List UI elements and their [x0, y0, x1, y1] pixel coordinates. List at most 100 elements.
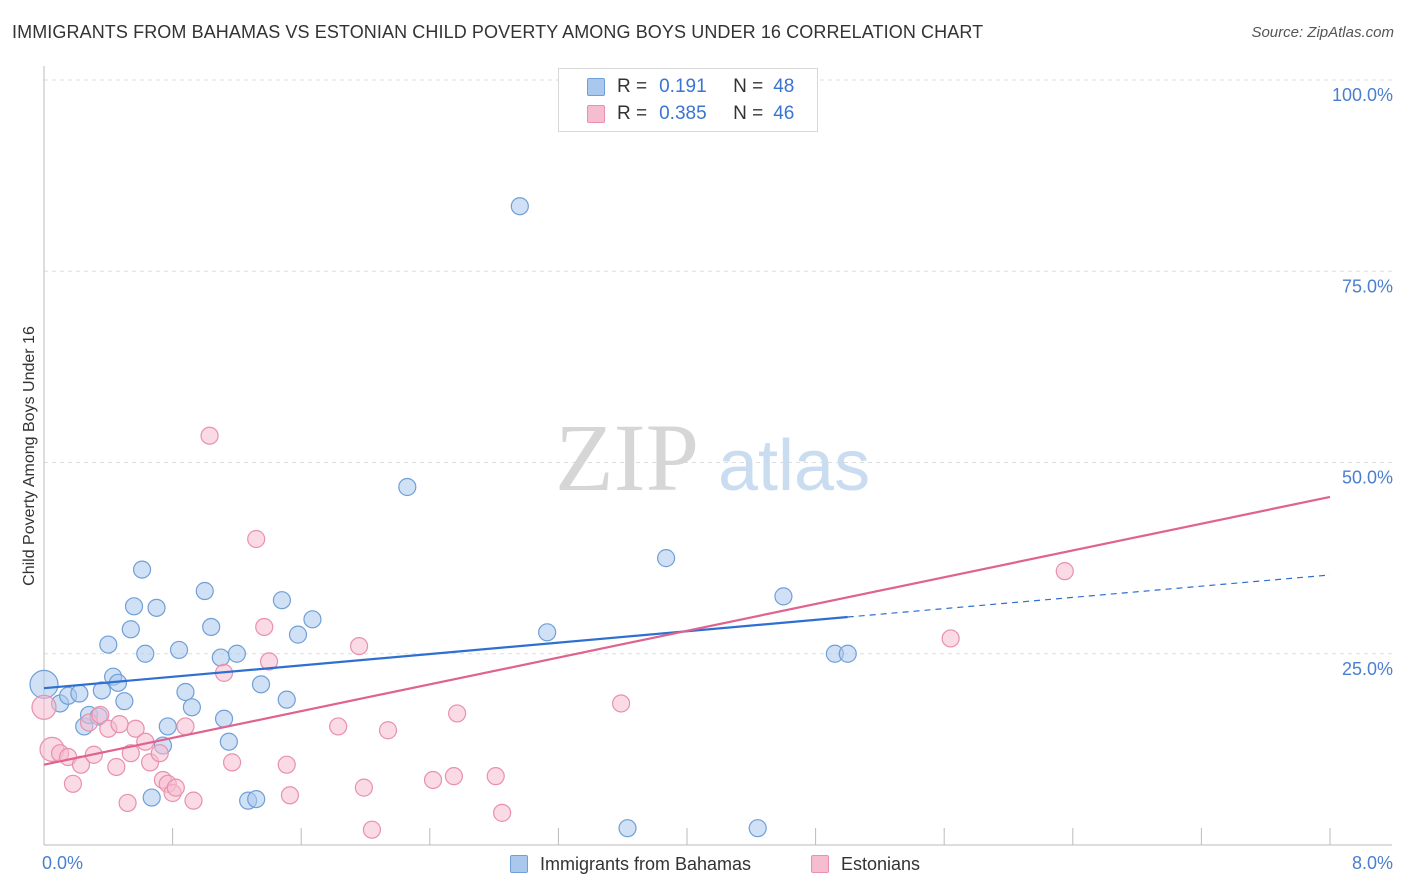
point-estonians [222, 753, 242, 772]
point-estonians [91, 705, 110, 725]
point-bahamas [115, 692, 134, 711]
swatch-bahamas [587, 78, 605, 96]
point-bahamas [227, 644, 246, 663]
stats-row-bahamas: R = 0.191 N = 48 [587, 74, 794, 100]
legend-label-estonians: Estonians [841, 853, 921, 874]
n-label: N = [733, 76, 764, 97]
point-estonians [107, 757, 126, 777]
watermark-zip: ZIP [555, 404, 699, 511]
n-value: 46 [773, 103, 795, 124]
y-tick-label: 50.0% [1342, 468, 1393, 488]
point-bahamas [277, 690, 296, 709]
watermark: ZIP atlas [555, 404, 870, 511]
point-estonians [126, 719, 145, 738]
point-estonians [255, 617, 274, 637]
point-bahamas [510, 197, 529, 216]
legend-swatch-bahamas [510, 855, 528, 873]
point-estonians [329, 717, 348, 736]
swatch-estonians [587, 105, 605, 123]
point-bahamas [748, 819, 767, 838]
point-bahamas [774, 587, 793, 606]
point-estonians [362, 820, 382, 839]
trend-line-estonians [43, 495, 1331, 766]
point-bahamas [838, 644, 857, 663]
point-estonians [354, 778, 373, 797]
point-estonians [118, 793, 137, 813]
point-bahamas [99, 635, 118, 654]
point-bahamas [158, 717, 177, 736]
y-axis-title: Child Poverty Among Boys Under 16 [21, 326, 38, 586]
point-estonians [611, 694, 631, 713]
r-value: 0.385 [659, 103, 707, 124]
legend-item-bahamas: Immigrants from Bahamas [510, 852, 751, 876]
legend-item-estonians: Estonians [811, 852, 920, 876]
point-bahamas [214, 709, 234, 728]
point-bahamas [182, 698, 201, 717]
point-bahamas [121, 620, 140, 639]
trend-line-bahamas [43, 615, 848, 690]
n-value: 48 [773, 76, 795, 97]
point-estonians [259, 652, 279, 671]
point-estonians [277, 755, 296, 774]
y-tick-label: 25.0% [1342, 659, 1393, 679]
point-estonians [150, 744, 169, 763]
point-bahamas [211, 648, 230, 667]
y-tick-labels: 25.0% 50.0% 75.0% 100.0% [1332, 85, 1393, 679]
point-bahamas [142, 788, 161, 807]
n-label: N = [733, 103, 764, 124]
point-bahamas [70, 684, 89, 703]
point-bahamas [272, 591, 292, 610]
point-bahamas [124, 597, 144, 616]
r-value: 0.191 [659, 76, 707, 97]
x-tick-labels: 0.0% 8.0% [42, 853, 1393, 873]
y-tick-label: 100.0% [1332, 85, 1393, 105]
data-points [29, 70, 1074, 839]
point-estonians [378, 721, 398, 740]
point-bahamas [288, 625, 308, 644]
point-bahamas [29, 669, 59, 699]
point-bahamas [657, 549, 676, 568]
point-estonians [1055, 562, 1074, 581]
point-estonians [280, 786, 300, 805]
point-bahamas [147, 598, 166, 617]
point-estonians [247, 529, 266, 549]
point-bahamas [169, 640, 189, 660]
point-estonians [448, 704, 467, 723]
point-bahamas [219, 732, 238, 751]
stats-legend: R = 0.191 N = 48 R = 0.385 N = 46 [558, 68, 818, 132]
point-estonians [349, 636, 369, 656]
point-estonians [166, 778, 185, 797]
point-estonians [31, 694, 57, 720]
point-estonians [444, 767, 464, 786]
point-bahamas [247, 789, 266, 809]
chart-title: IMMIGRANTS FROM BAHAMAS VS ESTONIAN CHIL… [12, 22, 984, 42]
point-estonians [493, 803, 512, 822]
point-estonians [184, 791, 203, 810]
point-estonians [176, 717, 195, 736]
x-tick-label: 0.0% [42, 853, 83, 873]
point-estonians [423, 770, 443, 790]
source-label: Source: ZipAtlas.com [1251, 24, 1394, 41]
point-bahamas [303, 610, 322, 629]
r-label: R = [617, 103, 648, 124]
gridlines [44, 79, 1392, 655]
point-bahamas [398, 477, 417, 497]
legend-label-bahamas: Immigrants from Bahamas [540, 853, 752, 874]
x-tick-label: 8.0% [1352, 853, 1393, 873]
point-bahamas [538, 623, 557, 642]
point-bahamas [176, 682, 195, 702]
y-tick-label: 75.0% [1342, 276, 1393, 296]
point-bahamas [618, 819, 637, 838]
watermark-atlas: atlas [718, 426, 870, 506]
point-estonians [486, 767, 505, 786]
stats-row-estonians: R = 0.385 N = 46 [587, 101, 794, 127]
point-bahamas [195, 581, 214, 601]
point-bahamas [251, 675, 271, 694]
point-bahamas [132, 560, 152, 579]
trend-extension-bahamas [847, 574, 1331, 618]
point-estonians [200, 426, 219, 445]
point-estonians [121, 744, 140, 763]
legend-swatch-estonians [811, 855, 829, 873]
point-estonians [63, 774, 83, 793]
